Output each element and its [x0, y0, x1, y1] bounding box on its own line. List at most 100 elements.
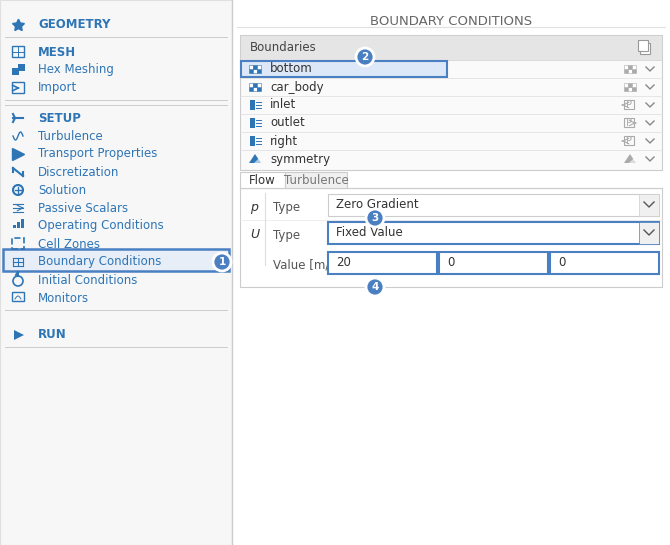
Text: car_body: car_body [270, 81, 324, 94]
Text: inlet: inlet [270, 99, 296, 112]
Bar [3, 249, 229, 271]
Bar [12, 46, 24, 57]
Text: Flow: Flow [249, 173, 275, 186]
Bar [624, 118, 634, 127]
Text: Solution: Solution [38, 184, 86, 197]
Bar [18, 64, 25, 71]
Text: Boundaries: Boundaries [250, 41, 317, 54]
Text: 2: 2 [361, 52, 368, 62]
Bar [624, 65, 628, 69]
Text: MESH: MESH [38, 45, 76, 58]
Text: bottom: bottom [270, 63, 313, 76]
Polygon shape [249, 154, 261, 163]
Bar [250, 100, 255, 110]
Bar [550, 252, 659, 274]
Text: symmetry: symmetry [270, 153, 330, 166]
Polygon shape [624, 154, 636, 163]
Text: Hex Meshing: Hex Meshing [38, 64, 114, 76]
Bar [639, 222, 659, 244]
Bar [285, 172, 347, 188]
Text: 3: 3 [371, 213, 379, 223]
Circle shape [213, 253, 231, 271]
Bar [17, 222, 20, 228]
Text: Initial Conditions: Initial Conditions [38, 274, 137, 287]
Text: Import: Import [38, 82, 77, 94]
Bar [12, 82, 24, 93]
Bar [240, 188, 662, 287]
Bar [624, 87, 628, 91]
Polygon shape [254, 157, 261, 163]
Bar [249, 83, 253, 87]
Bar [249, 87, 253, 91]
Bar [240, 35, 662, 60]
Bar [250, 118, 255, 128]
Text: BOUNDARY CONDITIONS: BOUNDARY CONDITIONS [370, 15, 532, 28]
Polygon shape [629, 157, 636, 163]
Text: Cell Zones: Cell Zones [38, 238, 100, 251]
Bar [13, 225, 16, 228]
Bar [639, 194, 659, 216]
Bar [253, 83, 257, 87]
Bar [249, 65, 253, 69]
Bar [640, 43, 650, 54]
Bar [240, 35, 662, 170]
Text: 1: 1 [218, 257, 226, 267]
Text: Zero Gradient: Zero Gradient [336, 198, 419, 211]
Bar [253, 65, 257, 69]
Bar [328, 252, 437, 274]
Text: Discretization: Discretization [38, 166, 119, 179]
Bar [632, 83, 636, 87]
Text: Value [m/s]: Value [m/s] [273, 258, 340, 271]
Circle shape [366, 209, 384, 227]
Circle shape [366, 278, 384, 296]
Text: Transport Properties: Transport Properties [38, 148, 157, 160]
Bar [628, 69, 632, 73]
Bar [240, 172, 285, 188]
Text: Turbulence: Turbulence [38, 130, 103, 142]
Text: Type: Type [273, 201, 300, 214]
Text: 0: 0 [558, 257, 565, 269]
Text: P: P [626, 100, 632, 110]
Bar [253, 69, 257, 73]
Text: Turbulence: Turbulence [283, 173, 348, 186]
Text: P: P [626, 136, 632, 146]
Bar [12, 292, 24, 301]
Bar [628, 87, 632, 91]
Bar [624, 83, 628, 87]
Bar [632, 69, 636, 73]
Text: Fixed Value: Fixed Value [336, 227, 403, 239]
Bar [241, 61, 447, 77]
Bar [0, 0, 232, 545]
Bar [624, 69, 628, 73]
Text: outlet: outlet [270, 117, 305, 130]
Bar [12, 68, 19, 75]
Text: p: p [250, 201, 258, 214]
Bar [624, 100, 634, 109]
Text: GEOMETRY: GEOMETRY [38, 19, 111, 32]
Bar [257, 65, 261, 69]
Text: RUN: RUN [38, 329, 67, 342]
Text: 20: 20 [336, 257, 351, 269]
Bar [628, 83, 632, 87]
Bar [328, 194, 659, 216]
Bar [632, 65, 636, 69]
Bar [328, 222, 659, 244]
Text: Operating Conditions: Operating Conditions [38, 220, 163, 233]
Text: Type: Type [273, 228, 300, 241]
Bar [624, 136, 634, 145]
Bar [250, 136, 255, 146]
Bar [632, 87, 636, 91]
Text: Passive Scalars: Passive Scalars [38, 202, 128, 215]
Bar [638, 40, 648, 51]
Text: U: U [250, 228, 259, 241]
Bar [257, 69, 261, 73]
Polygon shape [14, 330, 24, 340]
Text: P: P [626, 118, 632, 128]
Bar [253, 87, 257, 91]
Text: right: right [270, 135, 298, 148]
Bar [21, 219, 24, 228]
Bar [257, 87, 261, 91]
Bar [628, 65, 632, 69]
Text: SETUP: SETUP [38, 112, 81, 124]
Circle shape [356, 48, 374, 66]
